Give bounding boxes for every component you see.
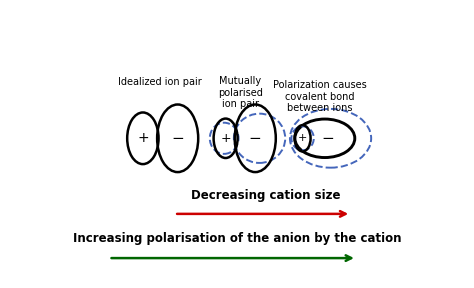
Text: +: + — [137, 131, 149, 145]
Text: Mutually
polarised
ion pair: Mutually polarised ion pair — [218, 76, 263, 109]
Text: +: + — [220, 132, 231, 145]
Text: Decreasing cation size: Decreasing cation size — [191, 190, 340, 202]
Text: +: + — [298, 133, 307, 143]
Text: −: − — [249, 131, 262, 146]
Text: Polarization causes
covalent bond
between ions: Polarization causes covalent bond betwee… — [273, 80, 366, 113]
Text: −: − — [321, 131, 334, 146]
Text: −: − — [171, 131, 184, 146]
Text: Idealized ion pair: Idealized ion pair — [118, 77, 202, 87]
Text: Increasing polarisation of the anion by the cation: Increasing polarisation of the anion by … — [73, 232, 401, 245]
